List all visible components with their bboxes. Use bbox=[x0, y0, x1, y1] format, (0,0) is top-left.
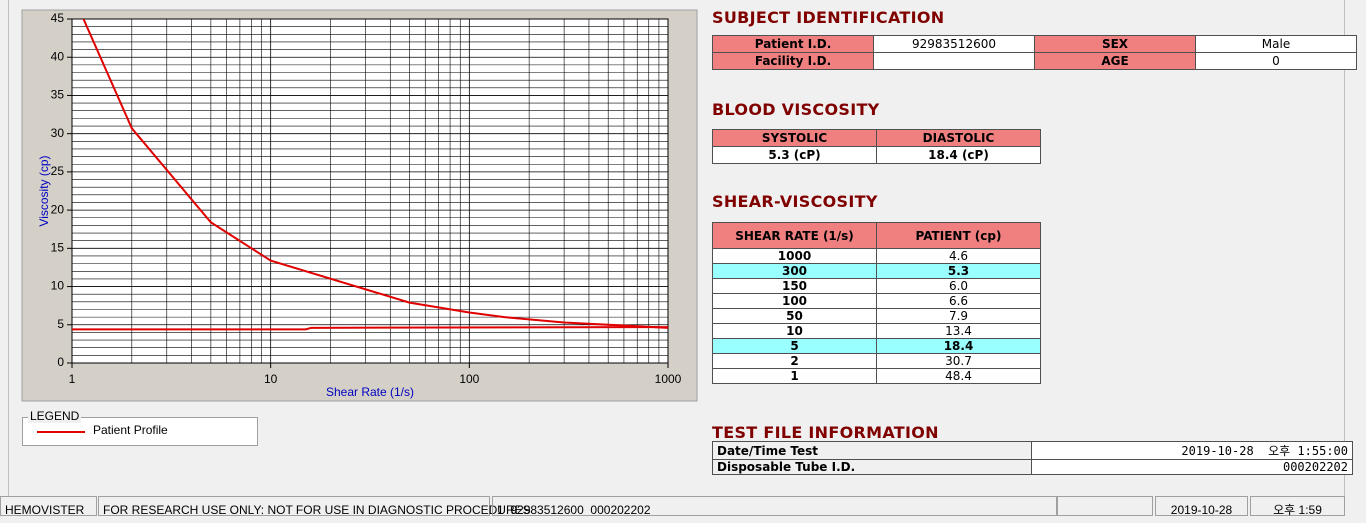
test-file-table: Date/Time Test 2019-10-28 오후 1:55:00 Dispo… bbox=[712, 441, 1353, 475]
x-tick-label: 100 bbox=[459, 372, 479, 386]
table: SHEAR RATE (1/s) PATIENT (cp) 1000 4.6 300 5.… bbox=[712, 222, 1041, 384]
table-row: 5 18.4 bbox=[712, 338, 1041, 354]
table-cell: SYSTOLIC bbox=[712, 129, 877, 147]
table-cell: Male bbox=[1195, 35, 1357, 53]
data-line bbox=[82, 19, 668, 329]
table-cell: 1 bbox=[712, 368, 877, 384]
table-cell: 50 bbox=[712, 308, 877, 324]
table-cell: SHEAR RATE (1/s) bbox=[712, 222, 877, 249]
table-cell: 92983512600 bbox=[873, 35, 1035, 53]
table: Date/Time Test 2019-10-28 오후 1:55:00 Dispo… bbox=[712, 441, 1353, 475]
table-cell: 2019-10-28 오후 1:55:00 bbox=[1031, 441, 1353, 460]
table-cell: 18.4 (cP) bbox=[876, 146, 1041, 164]
table-cell: Date/Time Test bbox=[712, 441, 1032, 460]
table-cell: 0 bbox=[1195, 52, 1357, 70]
table-cell: 000202202 bbox=[1031, 459, 1353, 475]
shear-table: SHEAR RATE (1/s) PATIENT (cp) 1000 4.6 300 5.… bbox=[712, 222, 1041, 384]
table-row: 100 6.6 bbox=[712, 293, 1041, 309]
table-cell: AGE bbox=[1034, 52, 1196, 70]
status-panel: 오후 1:59 bbox=[1250, 496, 1345, 517]
table-cell: SEX bbox=[1034, 35, 1196, 53]
left-edge bbox=[0, 0, 9, 496]
y-tick-label: 5 bbox=[57, 317, 64, 331]
y-tick-label: 0 bbox=[57, 355, 64, 369]
table-row: Patient I.D. 92983512600 SEX Male bbox=[712, 35, 1357, 53]
table-cell: 13.4 bbox=[876, 323, 1041, 339]
status-panel bbox=[1057, 496, 1153, 516]
right-edge bbox=[1344, 0, 1345, 496]
y-tick-label: 30 bbox=[51, 126, 65, 140]
y-tick-label: 10 bbox=[51, 279, 65, 293]
table-cell: 7.9 bbox=[876, 308, 1041, 324]
x-axis-label: Shear Rate (1/s) bbox=[326, 385, 414, 399]
table-row: Date/Time Test 2019-10-28 오후 1:55:00 bbox=[712, 441, 1353, 460]
section-title: TEST FILE INFORMATION bbox=[712, 423, 939, 442]
legend-swatch bbox=[37, 431, 85, 433]
data-line bbox=[72, 326, 668, 331]
x-tick-label: 1 bbox=[69, 372, 76, 386]
table-cell: 5 bbox=[712, 338, 877, 354]
table-row: 1 48.4 bbox=[712, 368, 1041, 384]
table-cell: 100 bbox=[712, 293, 877, 309]
legend-entry: Patient Profile bbox=[93, 423, 168, 437]
status-panel: 2019-10-28 bbox=[1155, 496, 1248, 517]
y-tick-label: 35 bbox=[51, 88, 65, 102]
table-cell: 10 bbox=[712, 323, 877, 339]
status-panel: 1 92983512600 000202202 bbox=[492, 496, 1057, 517]
y-tick-label: 20 bbox=[51, 202, 65, 216]
plot-area bbox=[71, 18, 669, 364]
table-cell: 48.4 bbox=[876, 368, 1041, 384]
table-row: SHEAR RATE (1/s) PATIENT (cp) bbox=[712, 222, 1041, 249]
status-panel: HEMOVISTER bbox=[0, 496, 97, 517]
table-cell: 300 bbox=[712, 263, 877, 279]
table-row: SYSTOLIC DIASTOLIC bbox=[712, 129, 1041, 147]
subject-table: Patient I.D. 92983512600 SEX Male Facility I… bbox=[712, 35, 1357, 70]
y-tick-label: 25 bbox=[51, 164, 65, 178]
table-cell: Disposable Tube I.D. bbox=[712, 459, 1032, 475]
x-tick-label: 10 bbox=[264, 372, 278, 386]
table-cell: 30.7 bbox=[876, 353, 1041, 369]
status-bar: HEMOVISTER FOR RESEARCH USE ONLY: NOT FOR… bbox=[0, 496, 1366, 518]
table-cell: 4.6 bbox=[876, 248, 1041, 264]
table: SYSTOLIC DIASTOLIC 5.3 (cP) 18.4 (cP) bbox=[712, 129, 1041, 164]
table-row: 50 7.9 bbox=[712, 308, 1041, 324]
grid bbox=[71, 18, 669, 364]
table-row: 2 30.7 bbox=[712, 353, 1041, 369]
blood-table: SYSTOLIC DIASTOLIC 5.3 (cP) 18.4 (cP) bbox=[712, 129, 1041, 164]
table-cell: 2 bbox=[712, 353, 877, 369]
table-row: Disposable Tube I.D. 000202202 bbox=[712, 459, 1353, 475]
status-panel: FOR RESEARCH USE ONLY: NOT FOR USE IN DI… bbox=[98, 496, 531, 517]
section-title: SUBJECT IDENTIFICATION bbox=[712, 8, 945, 27]
table-cell: Patient I.D. bbox=[712, 35, 874, 53]
table-cell: 1000 bbox=[712, 248, 877, 264]
table-row: 10 13.4 bbox=[712, 323, 1041, 339]
y-tick-label: 15 bbox=[51, 241, 65, 255]
table-cell: 6.0 bbox=[876, 278, 1041, 294]
y-axis-label: Viscosity (cp) bbox=[37, 155, 51, 226]
table-row: Facility I.D. AGE 0 bbox=[712, 52, 1357, 70]
table-cell: 5.3 (cP) bbox=[712, 146, 877, 164]
table-row: 150 6.0 bbox=[712, 278, 1041, 294]
table-row: 300 5.3 bbox=[712, 263, 1041, 279]
table-cell: 18.4 bbox=[876, 338, 1041, 354]
table-cell bbox=[873, 52, 1035, 70]
chart: Shear Rate (1/s) Viscosity (cp) 0 5 10 15 20… bbox=[21, 9, 698, 402]
y-tick-label: 40 bbox=[51, 49, 65, 63]
table-cell: DIASTOLIC bbox=[876, 129, 1041, 147]
legend-title: LEGEND bbox=[28, 409, 82, 423]
table: Patient I.D. 92983512600 SEX Male Facility I… bbox=[712, 35, 1357, 70]
section-title: SHEAR-VISCOSITY bbox=[712, 192, 878, 211]
x-tick-label: 1000 bbox=[655, 372, 682, 386]
table-row: 5.3 (cP) 18.4 (cP) bbox=[712, 146, 1041, 164]
table-cell: 150 bbox=[712, 278, 877, 294]
table-cell: PATIENT (cp) bbox=[876, 222, 1041, 249]
table-cell: 6.6 bbox=[876, 293, 1041, 309]
table-row: 1000 4.6 bbox=[712, 248, 1041, 264]
table-cell: Facility I.D. bbox=[712, 52, 874, 70]
section-title: BLOOD VISCOSITY bbox=[712, 100, 880, 119]
table-cell: 5.3 bbox=[876, 263, 1041, 279]
y-tick-label: 45 bbox=[51, 11, 65, 25]
